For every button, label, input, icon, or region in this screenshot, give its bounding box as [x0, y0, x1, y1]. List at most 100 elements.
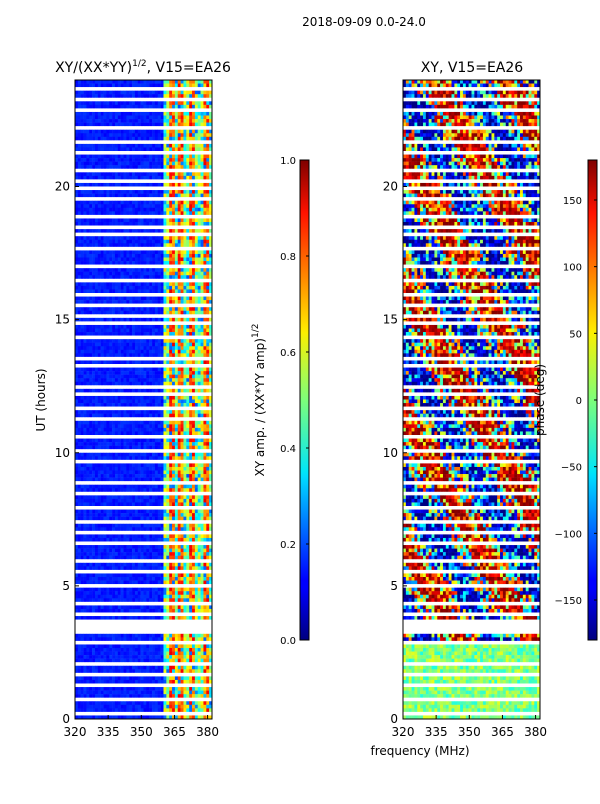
- heatmap-cell: [177, 307, 181, 311]
- heatmap-cell: [186, 143, 190, 148]
- heatmap-cell: [177, 278, 181, 283]
- heatmap-cell: [120, 317, 124, 322]
- heatmap-cell: [92, 151, 96, 155]
- heatmap-cell: [143, 406, 147, 411]
- heatmap-cell: [97, 204, 101, 209]
- heatmap-cell: [183, 332, 187, 336]
- heatmap-cell: [143, 154, 147, 159]
- heatmap-cell: [169, 346, 173, 351]
- heatmap-cell: [80, 147, 84, 152]
- heatmap-cell: [189, 115, 193, 120]
- heatmap-cell: [132, 438, 136, 443]
- heatmap-cell: [77, 232, 81, 237]
- heatmap-cell: [172, 83, 176, 88]
- heatmap-cell: [94, 175, 99, 180]
- heatmap-cell: [123, 161, 127, 166]
- heatmap-cell: [180, 271, 184, 276]
- heatmap-cell: [94, 346, 99, 351]
- heatmap-cell: [120, 371, 124, 375]
- heatmap-cell: [89, 385, 93, 390]
- heatmap-cell: [126, 442, 130, 446]
- heatmap-cell: [89, 179, 93, 184]
- heatmap-cell: [194, 403, 198, 407]
- heatmap-cell: [92, 94, 96, 98]
- heatmap-cell: [126, 353, 130, 358]
- heatmap-cell: [126, 293, 130, 297]
- heatmap-cell: [174, 293, 178, 297]
- heatmap-cell: [160, 108, 164, 113]
- heatmap-cell: [97, 410, 101, 414]
- heatmap-cell: [203, 143, 207, 148]
- heatmap-cell: [75, 303, 79, 308]
- heatmap-cell: [203, 168, 207, 173]
- heatmap-cell: [83, 300, 87, 304]
- heatmap-cell: [134, 243, 139, 248]
- heatmap-cell: [86, 300, 90, 304]
- heatmap-cell: [92, 403, 96, 407]
- heatmap-cell: [117, 317, 121, 322]
- heatmap-cell: [180, 119, 184, 123]
- heatmap-cell: [75, 399, 79, 404]
- heatmap-cell: [160, 83, 164, 88]
- heatmap-cell: [189, 218, 193, 223]
- heatmap-cell: [206, 314, 210, 319]
- heatmap-cell: [154, 136, 159, 141]
- heatmap-cell: [194, 431, 198, 436]
- heatmap-cell: [149, 168, 153, 173]
- heatmap-cell: [209, 129, 213, 134]
- heatmap-cell: [126, 83, 130, 88]
- heatmap-cell: [189, 293, 193, 297]
- heatmap-cell: [92, 129, 96, 134]
- heatmap-cell: [180, 140, 184, 145]
- heatmap-cell: [209, 399, 213, 404]
- heatmap-cell: [94, 119, 99, 123]
- heatmap-cell: [123, 257, 127, 262]
- heatmap-cell: [209, 97, 213, 102]
- heatmap-cell: [200, 190, 204, 194]
- heatmap-cell: [117, 151, 121, 155]
- heatmap-cell: [117, 364, 121, 368]
- heatmap-cell: [163, 268, 167, 272]
- heatmap-cell: [203, 257, 207, 262]
- heatmap-cell: [132, 115, 136, 120]
- heatmap-cell: [209, 165, 213, 169]
- heatmap-cell: [109, 80, 113, 84]
- heatmap-cell: [123, 222, 127, 226]
- heatmap-cell: [100, 236, 104, 240]
- heatmap-cell: [92, 83, 96, 88]
- heatmap-cell: [157, 94, 161, 98]
- heatmap-cell: [120, 278, 124, 283]
- heatmap-cell: [77, 250, 81, 255]
- heatmap-cell: [89, 271, 93, 276]
- heatmap-cell: [80, 296, 84, 301]
- heatmap-cell: [172, 87, 176, 91]
- heatmap-cell: [114, 186, 119, 191]
- heatmap-cell: [146, 129, 150, 134]
- heatmap-cell: [129, 381, 133, 386]
- heatmap-cell: [172, 349, 176, 354]
- heatmap-cell: [163, 182, 167, 187]
- heatmap-cell: [203, 424, 207, 429]
- heatmap-cell: [112, 214, 116, 219]
- heatmap-cell: [75, 136, 79, 141]
- heatmap-cell: [154, 332, 159, 336]
- heatmap-cell: [92, 236, 96, 240]
- heatmap-cell: [192, 268, 196, 272]
- heatmap-cell: [120, 161, 124, 166]
- heatmap-cell: [120, 417, 124, 422]
- heatmap-cell: [112, 293, 116, 297]
- heatmap-cell: [129, 435, 133, 439]
- heatmap-cell: [189, 413, 193, 418]
- heatmap-cell: [112, 122, 116, 127]
- heatmap-cell: [109, 147, 113, 152]
- heatmap-cell: [183, 374, 187, 379]
- heatmap-cell: [183, 154, 187, 159]
- heatmap-cell: [183, 268, 187, 272]
- heatmap-cell: [80, 275, 84, 280]
- heatmap-cell: [92, 392, 96, 397]
- heatmap-cell: [117, 90, 121, 95]
- heatmap-cell: [180, 328, 184, 333]
- heatmap-cell: [146, 158, 150, 162]
- heatmap-cell: [160, 356, 164, 361]
- heatmap-cell: [189, 143, 193, 148]
